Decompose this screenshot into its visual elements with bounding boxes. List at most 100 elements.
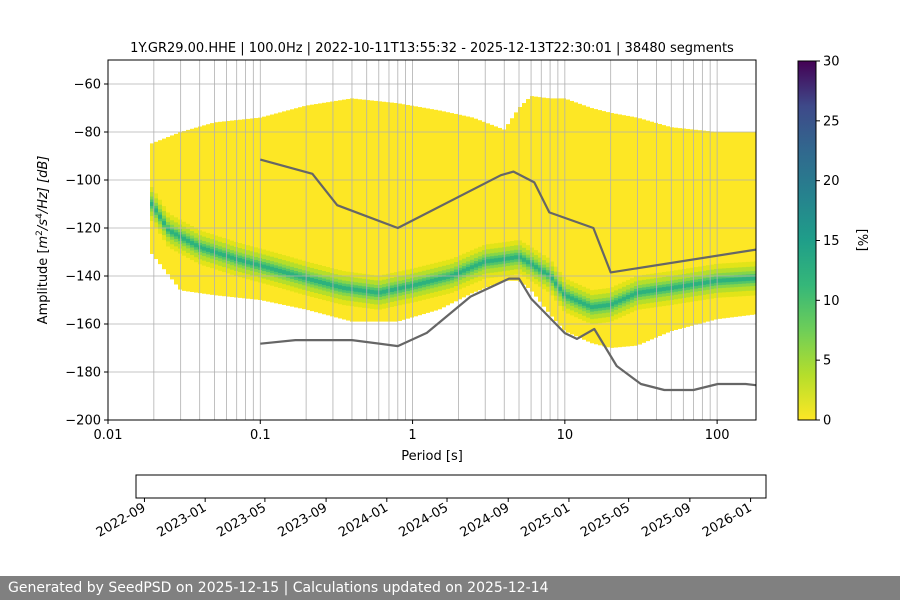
density-band: [238, 258, 242, 263]
density-band: [330, 283, 334, 288]
density-band: [234, 256, 238, 261]
lower-noise-model-line: [260, 277, 756, 392]
colorbar-tick-label: 20: [823, 174, 840, 189]
density-band: [694, 282, 698, 287]
density-column: [242, 119, 246, 299]
density-band: [402, 285, 406, 290]
density-column: [246, 118, 250, 299]
density-column: [534, 96, 538, 297]
density-column: [610, 113, 614, 348]
density-column: [386, 102, 390, 322]
density-band: [698, 281, 702, 286]
density-column: [306, 105, 310, 311]
density-column: [510, 118, 514, 281]
density-column: [434, 109, 438, 311]
density-column: [162, 138, 166, 270]
density-band: [626, 295, 630, 300]
density-band: [314, 278, 318, 283]
density-band: [246, 260, 250, 265]
density-band: [510, 255, 514, 260]
density-band: [666, 286, 670, 291]
density-band: [746, 276, 750, 281]
density-band: [482, 260, 486, 265]
density-column: [494, 126, 498, 284]
density-band: [210, 249, 214, 254]
timeline-tick-label: 2022-09: [94, 500, 149, 540]
density-band: [370, 289, 374, 294]
density-band: [362, 288, 366, 293]
density-column: [698, 130, 702, 324]
density-band: [378, 290, 382, 295]
density-band: [290, 272, 294, 277]
density-column: [310, 104, 314, 312]
density-column: [394, 103, 398, 322]
density-column: [406, 104, 410, 319]
colorbar-tick-label: 5: [823, 354, 831, 369]
density-column: [410, 105, 414, 318]
density-band: [662, 287, 666, 292]
density-band: [438, 276, 442, 281]
density-column: [654, 122, 658, 338]
density-column: [726, 132, 730, 318]
density-column: [490, 124, 494, 286]
density-band: [570, 296, 574, 301]
density-column: [750, 132, 754, 315]
density-column: [538, 97, 542, 302]
y-tick-label: −80: [74, 126, 101, 141]
density-band: [274, 267, 278, 272]
density-column: [578, 103, 582, 338]
density-band: [458, 270, 462, 275]
density-band: [742, 277, 746, 282]
density-column: [382, 101, 386, 322]
density-column: [506, 124, 510, 281]
density-band: [682, 284, 686, 289]
density-column: [746, 132, 750, 316]
colorbar-tick-label: 10: [823, 294, 840, 309]
density-band: [610, 302, 614, 307]
density-column: [210, 123, 214, 295]
density-column: [262, 116, 266, 301]
density-column: [706, 131, 710, 322]
density-band: [194, 243, 198, 248]
density-column: [230, 120, 234, 298]
density-column: [166, 137, 170, 275]
density-column: [458, 114, 462, 300]
density-column: [402, 104, 406, 320]
availability-timeline: 2022-09 2023-01 2023-05 2023-09 2024-01 2024-…: [94, 474, 767, 541]
density-column: [254, 118, 258, 300]
density-band: [382, 289, 386, 294]
y-tick-label: −60: [74, 78, 101, 93]
density-band: [554, 281, 558, 286]
density-column: [282, 111, 286, 305]
density-band: [278, 268, 282, 273]
density-column: [322, 102, 326, 315]
density-column: [710, 131, 714, 321]
density-column: [250, 118, 254, 300]
timeline-tick-label: 2023-09: [276, 500, 331, 540]
density-band: [602, 303, 606, 308]
density-band: [730, 277, 734, 282]
timeline-tick-label: 2024-05: [396, 500, 451, 540]
density-column: [238, 119, 242, 298]
density-column: [446, 112, 450, 306]
density-column: [742, 132, 746, 316]
density-band: [334, 284, 338, 289]
density-band: [422, 280, 426, 285]
density-band: [282, 270, 286, 275]
density-band: [590, 305, 594, 310]
density-band: [298, 274, 302, 279]
density-column: [722, 132, 726, 319]
density-column: [390, 102, 394, 322]
density-band: [462, 268, 466, 273]
x-tick-label: 100: [705, 428, 730, 443]
density-band: [622, 296, 626, 301]
density-band: [558, 286, 562, 291]
density-column: [174, 133, 178, 285]
density-band: [358, 288, 362, 293]
density-column: [378, 101, 382, 322]
density-band: [266, 265, 270, 270]
density-band: [678, 284, 682, 289]
density-band: [178, 234, 182, 239]
density-column: [618, 114, 622, 348]
